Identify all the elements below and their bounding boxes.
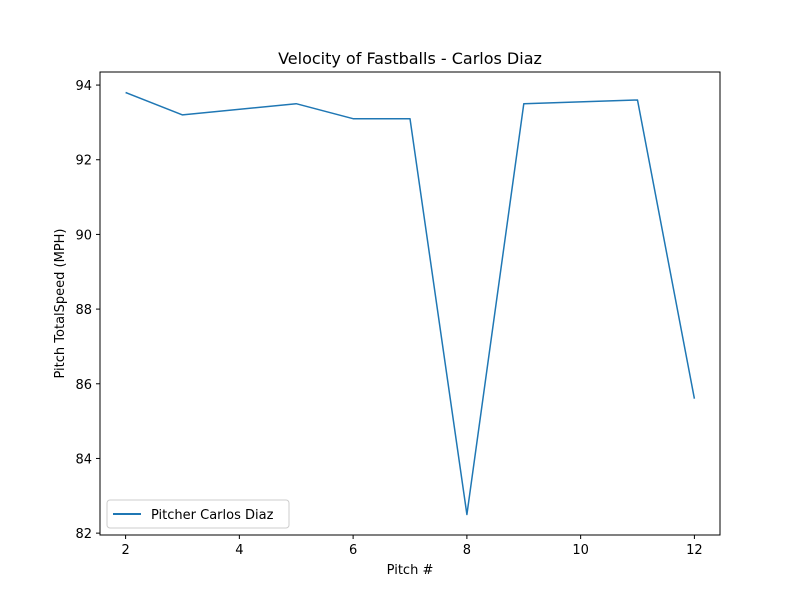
legend-label: Pitcher Carlos Diaz [151,508,274,523]
plot-area [125,91,696,516]
y-axis: 82 84 86 88 90 92 94 [75,79,100,542]
x-tick-label: 4 [235,543,243,558]
legend: Pitcher Carlos Diaz [106,499,290,529]
series-line [125,91,696,516]
x-tick-label: 12 [686,543,703,558]
x-tick-label: 6 [349,543,357,558]
y-tick-label: 86 [75,378,92,393]
x-axis-label: Pitch # [387,563,434,578]
y-tick-label: 90 [75,228,92,243]
y-tick-label: 84 [75,452,92,467]
plot-frame [99,71,721,536]
x-tick-label: 2 [121,543,129,558]
y-tick-label: 82 [75,527,92,542]
chart-title: Velocity of Fastballs - Carlos Diaz [278,49,542,68]
x-tick-label: 10 [572,543,589,558]
y-tick-label: 88 [75,303,92,318]
y-tick-label: 94 [75,79,92,94]
y-tick-label: 92 [75,154,92,169]
y-axis-label: Pitch TotalSpeed (MPH) [53,228,68,378]
legend-box [106,499,290,529]
x-tick-label: 8 [463,543,471,558]
x-axis: 2 4 6 8 10 12 [121,535,703,558]
